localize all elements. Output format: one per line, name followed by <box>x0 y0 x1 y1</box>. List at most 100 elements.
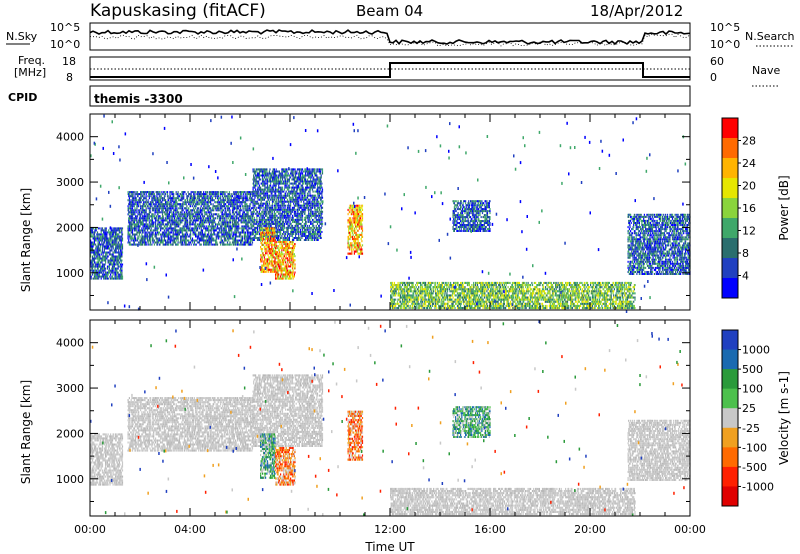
echo-cell <box>270 180 272 183</box>
echo-cell <box>278 239 280 241</box>
echo-cell <box>172 207 174 210</box>
freq-label-top: Freq. <box>18 54 45 67</box>
echo-cell <box>236 199 238 202</box>
echo-cell <box>256 222 258 225</box>
echo-cell <box>260 168 262 171</box>
echo-cell <box>140 213 142 216</box>
echo-cell <box>282 218 284 221</box>
echo-cell <box>283 224 285 227</box>
echo-cell <box>220 199 222 202</box>
echo-cell <box>275 222 277 225</box>
echo-cell <box>201 195 203 198</box>
echo-cell <box>168 219 170 222</box>
echo-cell <box>105 235 107 238</box>
echo-cell <box>252 168 254 171</box>
echo-cell <box>268 210 270 213</box>
echo-cell <box>158 193 160 196</box>
echo-cell <box>210 235 212 238</box>
echo-cell <box>103 265 105 268</box>
echo-cell <box>108 241 110 244</box>
echo-cell <box>130 217 132 220</box>
echo-cell <box>175 239 177 242</box>
echo-cell <box>290 170 292 173</box>
echo-cell <box>224 243 226 246</box>
echo-cell <box>256 214 259 217</box>
echo-cell <box>229 203 231 206</box>
echo-cell <box>182 205 184 208</box>
echo-cell <box>171 223 173 226</box>
echo-cell <box>114 275 116 278</box>
echo-cell <box>143 201 145 204</box>
echo-cell <box>228 203 230 206</box>
echo-cell <box>228 225 230 228</box>
echo-cell <box>169 221 171 224</box>
echo-cell <box>221 211 224 214</box>
echo-cell <box>186 217 188 220</box>
echo-cell <box>270 192 272 195</box>
echo-cell <box>118 241 120 244</box>
echo-cell <box>210 225 212 228</box>
nsky-trace <box>89 29 691 47</box>
echo-cell <box>118 253 120 256</box>
echo-cell <box>233 217 235 220</box>
echo-cell <box>187 201 189 204</box>
echo-cell <box>188 207 190 210</box>
echo-cell <box>230 221 232 224</box>
echo-cell <box>136 233 138 236</box>
echo-cell <box>131 225 133 228</box>
echo-cell <box>205 203 207 206</box>
echo-cell <box>108 263 110 266</box>
echo-cell <box>178 197 180 200</box>
echo-cell <box>120 229 122 232</box>
echo-cell <box>209 225 211 228</box>
echo-cell <box>198 213 200 216</box>
echo-cell <box>263 176 265 179</box>
echo-cell <box>181 227 183 230</box>
echo-cell <box>150 237 152 240</box>
echo-cell <box>101 247 104 250</box>
echo-cell <box>223 233 225 236</box>
echo-cell <box>177 221 179 224</box>
echo-cell <box>228 217 230 220</box>
echo-cell <box>226 219 228 222</box>
echo-cell <box>180 207 182 210</box>
echo-cell <box>212 199 214 202</box>
echo-cell <box>225 207 227 210</box>
echo-cell <box>275 206 277 209</box>
echo-cell <box>262 172 264 175</box>
echo-cell <box>213 231 215 234</box>
echo-cell <box>113 241 115 244</box>
echo-cell <box>243 233 245 236</box>
echo-cell <box>171 193 173 196</box>
echo-cell <box>113 233 115 236</box>
echo-cell <box>113 259 115 262</box>
echo-cell <box>157 237 159 240</box>
echo-cell <box>116 229 119 232</box>
echo-cell <box>103 263 105 266</box>
echo-cell <box>278 192 280 195</box>
echo-cell <box>228 195 230 198</box>
echo-cell <box>188 227 190 230</box>
echo-cell <box>165 207 167 210</box>
echo-cell <box>243 241 245 244</box>
echo-cell <box>174 233 176 236</box>
echo-cell <box>211 197 214 200</box>
echo-cell <box>170 195 172 198</box>
echo-cell <box>140 237 142 240</box>
echo-cell <box>190 213 192 216</box>
echo-cell <box>145 237 147 240</box>
echo-cell <box>223 205 225 208</box>
echo-cell <box>208 199 210 202</box>
echo-cell <box>195 239 197 242</box>
echo-cell <box>206 235 208 238</box>
echo-cell <box>103 277 105 280</box>
echo-cell <box>263 198 265 201</box>
echo-cell <box>230 225 232 228</box>
echo-cell <box>268 210 270 213</box>
echo-cell <box>253 182 255 185</box>
echo-cell <box>227 231 229 234</box>
echo-cell <box>272 198 274 201</box>
echo-cell <box>231 225 234 228</box>
echo-cell <box>143 225 145 228</box>
echo-cell <box>248 231 250 234</box>
